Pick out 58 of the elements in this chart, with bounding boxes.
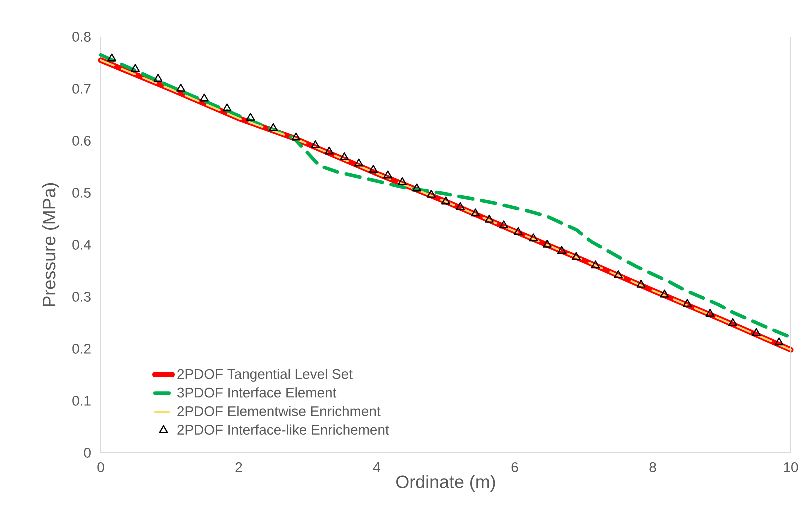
point bbox=[484, 214, 494, 223]
point bbox=[398, 178, 408, 186]
point bbox=[529, 234, 538, 242]
y-tick-label: 0.2 bbox=[72, 344, 91, 354]
point bbox=[354, 158, 364, 167]
point bbox=[471, 208, 480, 217]
point bbox=[557, 246, 566, 254]
y-tick-label: 0 bbox=[84, 448, 91, 458]
point bbox=[324, 146, 334, 155]
x-tick-label: 10 bbox=[784, 462, 798, 472]
point bbox=[311, 140, 320, 149]
point bbox=[636, 280, 646, 288]
point bbox=[442, 196, 450, 205]
y-tick-label: 0.5 bbox=[72, 188, 91, 198]
x-tick-label: 4 bbox=[373, 462, 380, 472]
point bbox=[154, 74, 163, 82]
point bbox=[660, 290, 670, 298]
point bbox=[131, 64, 140, 72]
point bbox=[176, 84, 186, 92]
y-tick-label: 0.4 bbox=[72, 240, 92, 250]
point bbox=[246, 113, 256, 121]
y-tick-label: 0.8 bbox=[72, 32, 91, 42]
legend-label: 3PDOF Interface Element bbox=[178, 388, 337, 398]
x-tick-label: 0 bbox=[98, 462, 104, 472]
point bbox=[614, 270, 624, 279]
point bbox=[108, 54, 117, 62]
x-tick-label: 6 bbox=[512, 462, 518, 472]
legend-label: 2PDOF Tangential Level Set bbox=[178, 368, 353, 382]
point bbox=[427, 190, 436, 198]
point bbox=[369, 165, 378, 173]
point bbox=[752, 328, 762, 336]
point bbox=[728, 318, 738, 326]
point bbox=[706, 309, 715, 318]
point bbox=[591, 260, 600, 269]
point bbox=[542, 240, 552, 248]
point bbox=[499, 220, 508, 229]
y-axis-title: Pressure (MPa) bbox=[42, 183, 60, 306]
point bbox=[200, 94, 209, 102]
point bbox=[269, 123, 278, 132]
point bbox=[340, 152, 350, 160]
point bbox=[514, 227, 523, 236]
point bbox=[292, 132, 301, 141]
legend-label: 2PDOF Elementwise Enrichment bbox=[178, 406, 381, 416]
point bbox=[683, 299, 692, 308]
x-axis-title: Ordinate (m) bbox=[396, 475, 496, 492]
point bbox=[384, 170, 393, 179]
y-tick-label: 0.1 bbox=[72, 396, 91, 406]
y-tick-label: 0.6 bbox=[72, 136, 91, 146]
x-tick-label: 8 bbox=[650, 462, 656, 472]
legend-label: 2PDOF Interface-like Enrichement bbox=[178, 424, 390, 435]
point bbox=[456, 202, 465, 210]
y-tick-label: 0.3 bbox=[72, 292, 91, 302]
y-tick-label: 0.7 bbox=[72, 84, 91, 94]
point bbox=[412, 184, 422, 192]
point bbox=[222, 104, 232, 112]
x-tick-label: 2 bbox=[236, 462, 242, 472]
point bbox=[774, 338, 784, 346]
point bbox=[572, 252, 581, 260]
